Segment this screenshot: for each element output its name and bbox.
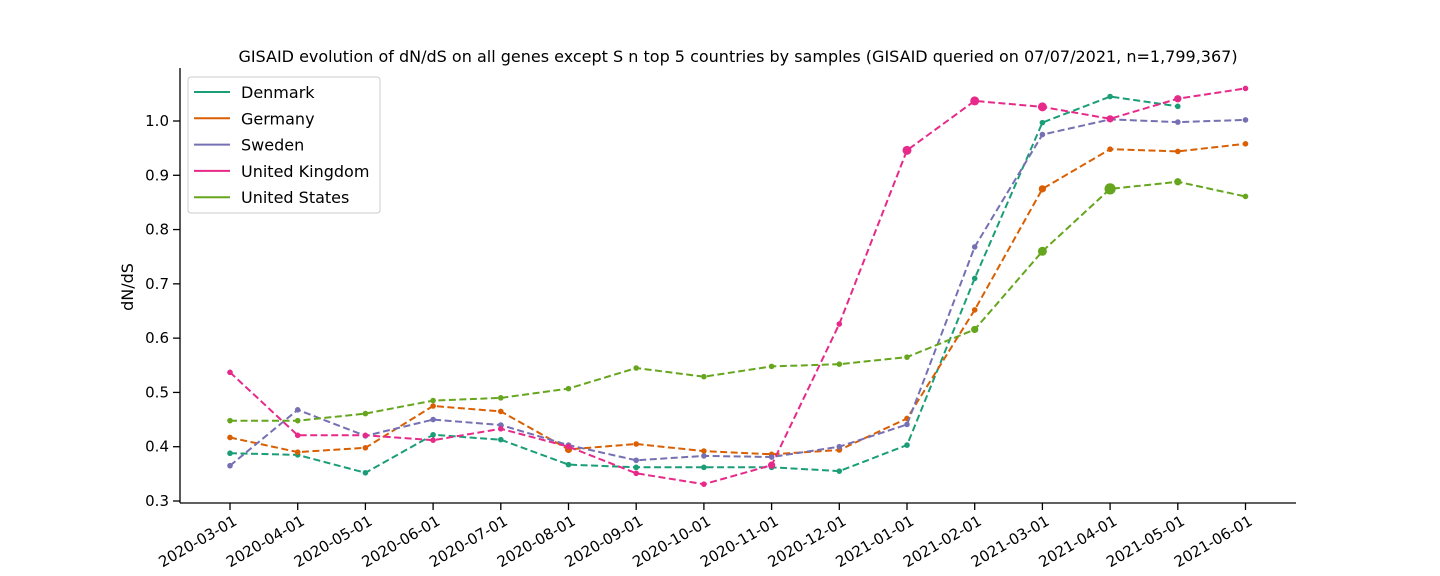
data-point [1039, 131, 1046, 138]
data-point [498, 426, 504, 432]
data-point [767, 461, 776, 469]
series-layer [227, 85, 1249, 487]
data-point [970, 96, 980, 106]
data-point [701, 464, 707, 471]
data-point [1037, 246, 1047, 256]
series-line [229, 95, 1178, 474]
legend-label: Denmark [241, 83, 315, 102]
data-point [768, 454, 775, 460]
data-point [294, 417, 301, 424]
data-point [633, 441, 639, 447]
series-line [229, 118, 1246, 467]
data-point [904, 421, 910, 428]
data-point [904, 442, 910, 448]
data-point [971, 325, 979, 334]
data-point [227, 462, 233, 469]
y-tick-label: 1.0 [145, 112, 169, 130]
data-point [1174, 178, 1182, 186]
data-point [971, 307, 978, 313]
data-point [498, 436, 504, 443]
data-point [1107, 146, 1113, 153]
data-point [498, 408, 504, 415]
series-line [230, 180, 1246, 422]
data-point [1037, 102, 1047, 112]
data-point [701, 373, 707, 380]
data-point [430, 403, 436, 409]
data-point [836, 361, 843, 368]
data-point [971, 275, 978, 282]
data-point [430, 416, 436, 423]
data-point [227, 450, 233, 457]
data-point [565, 385, 572, 392]
data-point [227, 417, 233, 424]
data-point [768, 363, 775, 370]
data-point [362, 469, 369, 476]
data-point [633, 457, 639, 464]
y-tick-label: 0.8 [145, 221, 169, 239]
data-point [362, 432, 369, 439]
data-point [1242, 193, 1249, 200]
data-point [701, 481, 707, 487]
y-axis-label: dN/dS [118, 263, 137, 311]
y-tick-label: 0.7 [145, 275, 169, 293]
series-line [229, 87, 1246, 486]
data-point [1106, 115, 1114, 123]
data-point [294, 449, 301, 455]
data-point [430, 397, 436, 404]
data-point [1107, 93, 1113, 100]
y-tick-label: 0.5 [145, 383, 169, 401]
data-point [904, 354, 910, 360]
data-point [430, 437, 436, 444]
data-point [294, 432, 301, 439]
legend-label: Sweden [241, 136, 304, 155]
data-point [633, 365, 639, 371]
chart-title: GISAID evolution of dN/dS on all genes e… [238, 47, 1237, 66]
data-point [701, 448, 707, 454]
y-tick-label: 0.9 [145, 166, 169, 184]
data-point [227, 434, 233, 441]
data-point [227, 369, 233, 376]
series-line [229, 142, 1246, 456]
data-point [1175, 119, 1181, 125]
data-point [971, 244, 978, 250]
data-point [1174, 95, 1182, 103]
data-point [1175, 148, 1181, 155]
data-point [498, 395, 504, 401]
data-point [836, 443, 843, 450]
data-point [294, 407, 301, 413]
data-point [1242, 141, 1249, 147]
legend-label: Germany [241, 109, 315, 128]
data-point [1039, 119, 1046, 126]
data-point [362, 445, 369, 451]
data-point [1038, 185, 1047, 193]
legend-label: United Kingdom [241, 162, 369, 181]
legend-frame [187, 76, 381, 214]
data-point [565, 443, 572, 450]
data-point [1104, 183, 1116, 195]
data-point [1242, 85, 1249, 92]
legend-label: United States [241, 188, 349, 207]
data-point [633, 464, 639, 471]
y-tick-label: 0.4 [145, 438, 169, 456]
data-point [362, 410, 369, 417]
y-tick-label: 0.6 [145, 329, 169, 347]
data-point [836, 468, 843, 474]
y-tick-label: 0.3 [145, 492, 169, 510]
data-point [1242, 117, 1249, 123]
data-point [701, 453, 707, 459]
data-point [430, 431, 436, 438]
legend: Denmark Germany Sweden United Kingdom United… [187, 76, 381, 214]
data-point [565, 461, 572, 468]
data-point [633, 470, 639, 477]
data-point [836, 321, 843, 327]
data-point [1175, 103, 1181, 110]
data-point [902, 145, 912, 155]
